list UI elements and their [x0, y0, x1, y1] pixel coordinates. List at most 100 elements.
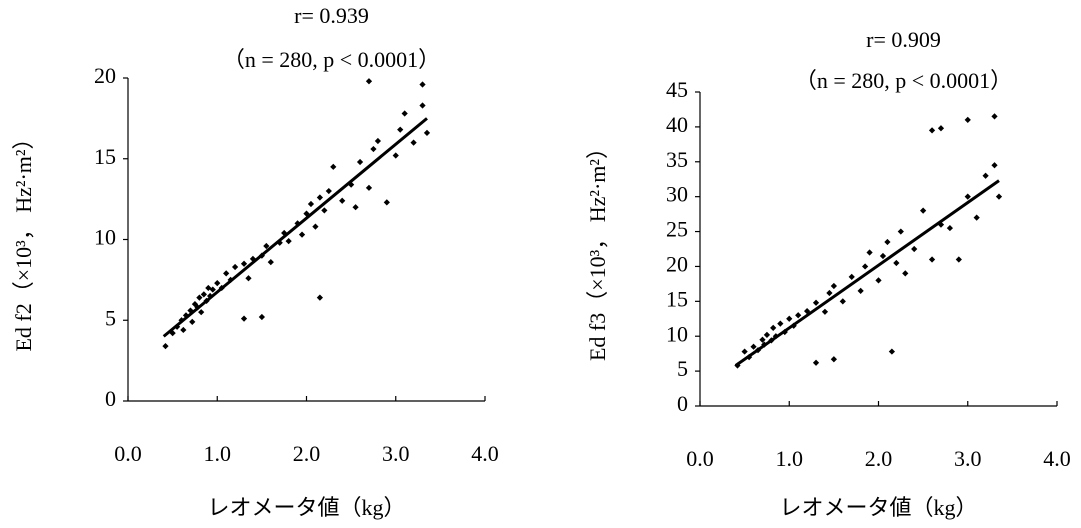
point — [180, 326, 187, 334]
point — [209, 286, 216, 293]
point — [893, 259, 900, 267]
point — [298, 231, 306, 238]
point — [928, 256, 936, 263]
point — [316, 294, 323, 301]
y-tick-label: 15 — [666, 286, 688, 311]
point — [352, 204, 359, 211]
point — [325, 187, 332, 195]
point — [374, 137, 382, 145]
fit-line — [734, 179, 1000, 367]
point — [991, 113, 998, 120]
x-tick-label: 3.0 — [954, 446, 982, 471]
point — [888, 348, 895, 355]
point — [419, 102, 426, 109]
point — [410, 139, 417, 146]
point — [777, 320, 784, 327]
point — [365, 78, 373, 85]
point — [920, 207, 927, 214]
point — [200, 291, 207, 298]
point — [875, 277, 882, 284]
point — [231, 263, 239, 271]
point — [911, 245, 918, 253]
y-tick-label: 40 — [666, 112, 688, 137]
point — [258, 313, 265, 321]
x-tick-label: 2.0 — [865, 446, 893, 471]
x-axis-label: レオメータ値（kg） — [779, 495, 977, 520]
y-tick-label: 25 — [666, 217, 688, 242]
point — [285, 238, 292, 245]
point — [316, 194, 323, 201]
point — [937, 125, 945, 132]
point — [370, 145, 377, 153]
y-tick-label: 5 — [105, 305, 116, 330]
point — [982, 172, 989, 179]
point — [240, 260, 248, 267]
fit-line — [162, 117, 428, 338]
point — [392, 152, 399, 159]
point — [356, 158, 364, 166]
chart-title: r= 0.939 — [294, 3, 369, 28]
y-tick-label: 15 — [94, 144, 116, 169]
y-tick-label: 45 — [666, 77, 688, 102]
point — [995, 193, 1003, 200]
point — [245, 275, 252, 282]
point — [770, 324, 777, 331]
point — [365, 184, 373, 191]
point — [897, 228, 904, 235]
point — [196, 294, 203, 301]
point — [812, 359, 820, 366]
x-tick-label: 0.0 — [686, 446, 714, 471]
point — [267, 258, 274, 266]
point — [763, 331, 771, 338]
point — [383, 199, 390, 206]
point — [423, 129, 431, 137]
point — [339, 197, 346, 204]
point — [812, 299, 820, 306]
x-tick-label: 1.0 — [776, 446, 804, 471]
point — [401, 110, 408, 117]
point — [964, 116, 971, 124]
point — [866, 249, 873, 256]
x-axis-label: レオメータ値（kg） — [207, 495, 405, 520]
point — [330, 163, 337, 170]
x-tick-label: 4.0 — [471, 441, 499, 466]
y-tick-label: 35 — [666, 147, 688, 172]
point — [879, 252, 887, 260]
y-tick-label: 20 — [94, 63, 116, 88]
point — [307, 200, 315, 208]
point — [821, 308, 829, 315]
point — [862, 263, 869, 270]
point — [198, 309, 205, 316]
point — [786, 315, 793, 322]
y-tick-label: 20 — [666, 251, 688, 276]
point — [991, 162, 998, 169]
point — [741, 348, 748, 355]
y-tick-label: 5 — [677, 356, 688, 381]
point — [240, 315, 248, 322]
point — [795, 312, 802, 319]
y-tick-label: 10 — [94, 225, 116, 250]
x-tick-label: 0.0 — [114, 441, 142, 466]
point — [902, 270, 909, 277]
x-tick-label: 1.0 — [204, 441, 232, 466]
point — [830, 356, 837, 363]
point — [750, 343, 757, 350]
point — [214, 279, 221, 287]
point — [419, 81, 426, 88]
point — [223, 270, 230, 277]
point — [848, 273, 855, 281]
point — [884, 238, 891, 246]
point — [928, 127, 936, 134]
point — [321, 207, 328, 214]
y-axis-label: Ed f3（×10³， Hz²·m²） — [585, 137, 610, 361]
point — [973, 214, 980, 221]
point — [162, 342, 169, 350]
y-tick-label: 0 — [105, 386, 116, 411]
point — [946, 224, 954, 232]
y-axis-label: Ed f2（×10³， Hz²·m²） — [11, 127, 36, 351]
point — [839, 298, 846, 305]
point — [189, 318, 196, 325]
point — [964, 193, 971, 200]
x-tick-label: 3.0 — [382, 441, 410, 466]
y-tick-label: 10 — [666, 321, 688, 346]
